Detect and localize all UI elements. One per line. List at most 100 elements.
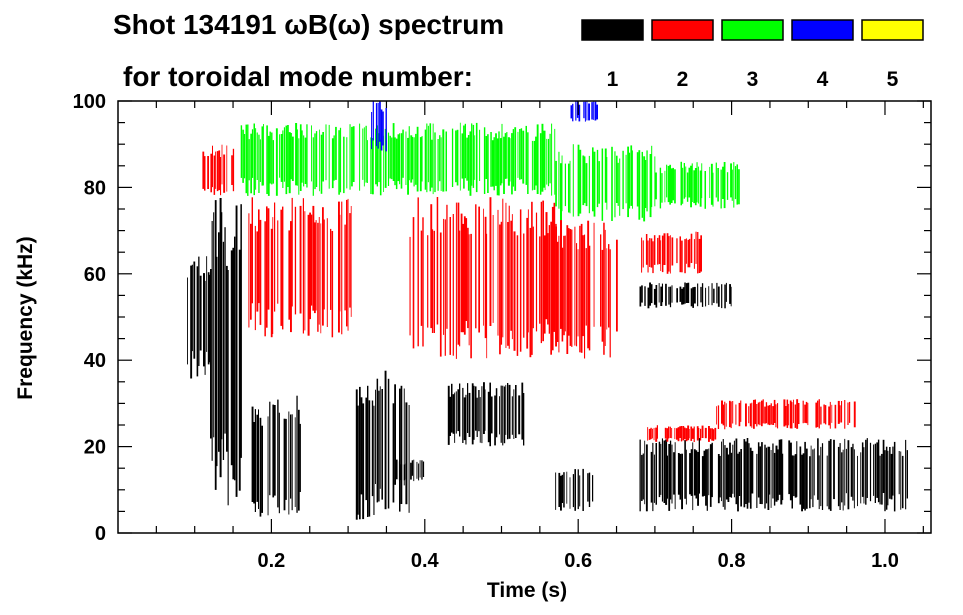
spectral-streak	[711, 442, 713, 498]
spectral-streak	[711, 428, 713, 441]
spectral-streak	[415, 133, 417, 185]
spectral-streak	[347, 198, 349, 331]
spectral-streak	[604, 229, 606, 346]
spectral-streak	[371, 138, 374, 195]
spectral-streak	[684, 239, 686, 274]
spectral-streak	[845, 448, 847, 494]
spectral-streak	[793, 455, 795, 497]
spectral-streak	[714, 427, 717, 440]
spectral-streak	[271, 132, 273, 185]
spectral-streak	[216, 151, 219, 192]
spectral-streak	[684, 282, 686, 304]
spectral-streak	[505, 202, 507, 348]
spectral-streak	[231, 155, 233, 185]
spectral-streak	[491, 140, 494, 187]
spectral-streak	[274, 202, 276, 312]
spectral-streak	[697, 451, 699, 506]
spectral-streak	[696, 162, 698, 203]
legend-label-5: 5	[887, 68, 899, 91]
series-mode-1	[187, 198, 908, 520]
spectral-streak	[593, 222, 595, 327]
spectral-streak	[712, 429, 715, 441]
spectral-streak	[561, 474, 563, 503]
spectral-streak	[698, 438, 700, 494]
spectral-streak	[376, 378, 379, 503]
spectral-streak	[828, 406, 831, 426]
spectral-streak	[385, 108, 387, 152]
spectral-streak	[258, 134, 260, 193]
spectral-streak	[645, 234, 648, 265]
spectral-streak	[202, 151, 205, 189]
spectral-streak	[523, 233, 525, 338]
spectral-streak	[653, 288, 656, 305]
legend-label-3: 3	[747, 68, 759, 91]
spectral-streak	[526, 217, 529, 349]
spectral-streak	[515, 385, 517, 438]
spectral-streak	[384, 128, 387, 188]
spectral-streak	[668, 444, 671, 511]
spectral-streak	[665, 283, 667, 306]
spectral-streak	[474, 135, 476, 180]
spectral-streak	[789, 400, 792, 429]
spectral-streak	[668, 236, 670, 272]
spectral-streak	[365, 397, 368, 501]
spectral-streak	[314, 133, 316, 190]
spectral-streak	[463, 216, 466, 335]
spectral-streak	[796, 441, 798, 497]
spectral-streak	[703, 450, 706, 496]
spectral-streak	[717, 405, 720, 429]
spectral-streak	[504, 133, 507, 179]
spectral-streak	[644, 160, 647, 208]
spectral-streak	[563, 235, 565, 336]
spectral-streak	[215, 151, 217, 189]
spectral-streak	[593, 151, 596, 217]
spectral-streak	[693, 286, 696, 304]
spectral-streak	[560, 475, 562, 511]
spectral-streak	[532, 226, 534, 329]
spectral-streak	[304, 211, 306, 331]
spectral-streak	[653, 454, 655, 503]
spectral-streak	[338, 201, 340, 333]
y-tick-label: 0	[95, 523, 106, 545]
spectral-streak	[639, 286, 642, 307]
spectral-streak	[754, 399, 756, 425]
spectral-streak	[558, 151, 560, 209]
spectral-streak	[833, 439, 835, 500]
spectral-streak	[716, 406, 717, 425]
spectral-streak	[793, 399, 794, 424]
spectral-streak	[570, 105, 573, 119]
spectral-streak	[554, 128, 556, 195]
spectral-streak	[360, 397, 363, 495]
spectral-streak	[674, 442, 676, 510]
spectral-streak	[585, 248, 587, 326]
spectral-streak	[701, 283, 704, 307]
spectral-streak	[551, 206, 554, 351]
spectral-streak	[193, 261, 196, 359]
spectral-streak	[399, 133, 401, 185]
spectral-streak	[717, 286, 720, 307]
spectral-streak	[561, 155, 563, 212]
spectral-streak	[486, 233, 488, 359]
spectral-streak	[724, 284, 726, 309]
spectral-streak	[704, 171, 706, 209]
spectral-streak	[476, 397, 478, 437]
spectral-streak	[705, 449, 707, 506]
spectral-streak	[572, 144, 574, 217]
spectral-streak	[413, 137, 415, 187]
spectral-streak	[721, 400, 723, 424]
spectral-streak	[614, 151, 616, 218]
spectral-streak	[777, 403, 779, 429]
spectral-streak	[664, 170, 666, 203]
spectral-streak	[861, 442, 864, 497]
spectral-streak	[408, 405, 410, 513]
spectral-streak	[288, 132, 291, 194]
spectral-streak	[616, 239, 618, 332]
spectral-streak	[759, 446, 761, 504]
spectral-streak	[906, 450, 908, 499]
spectral-streak	[330, 228, 332, 310]
spectral-streak	[684, 427, 686, 440]
spectral-streak	[817, 438, 819, 500]
spectral-streak	[259, 417, 262, 517]
spectral-streak	[417, 197, 419, 347]
